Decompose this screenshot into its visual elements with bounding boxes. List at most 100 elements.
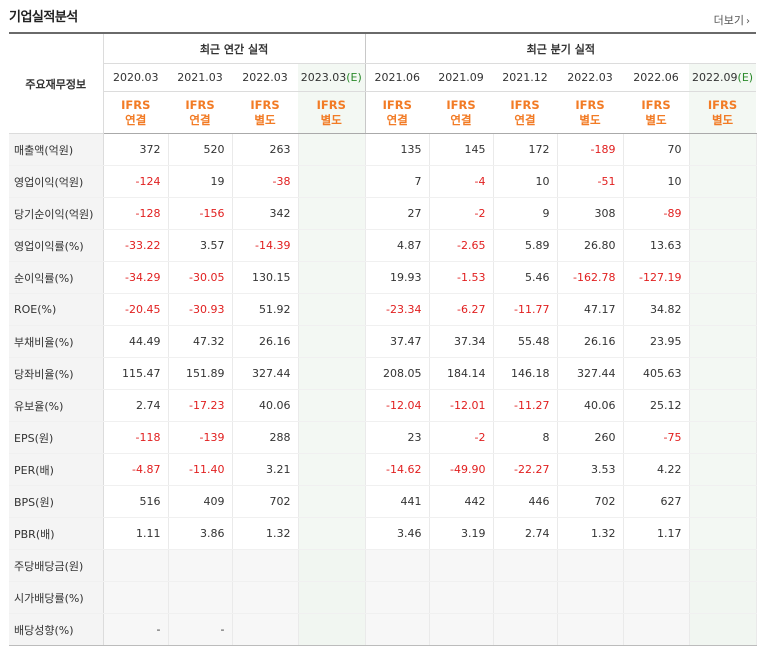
data-cell: 151.89 — [168, 357, 233, 390]
data-cell: 145 — [429, 133, 494, 166]
data-cell: -139 — [168, 421, 233, 454]
data-cell — [689, 165, 757, 198]
data-cell — [298, 485, 366, 518]
table-row: BPS(원) 516 409 702 441 442 446 702 627 — [9, 485, 757, 518]
consolidation-basis: 별도 — [254, 112, 276, 127]
accounting-standard-header: IFRS 별도 — [557, 91, 624, 134]
data-cell: -4.87 — [103, 453, 169, 486]
data-cell — [298, 325, 366, 358]
data-cell — [429, 581, 494, 614]
row-label: 주당배당금(원) — [9, 549, 104, 582]
data-cell: -4 — [429, 165, 494, 198]
row-label: PBR(배) — [9, 517, 104, 550]
data-cell — [298, 197, 366, 230]
table-row: PBR(배) 1.11 3.86 1.32 3.46 3.19 2.74 1.32 1.17 — [9, 517, 757, 550]
data-cell: 23 — [364, 421, 430, 454]
period-label: 2020.03 — [113, 71, 159, 84]
row-label: ROE(%) — [9, 293, 104, 326]
data-cell: 10 — [493, 165, 558, 198]
data-cell — [689, 261, 757, 294]
period-label: 2022.03 — [567, 71, 613, 84]
accounting-standard: IFRS — [510, 97, 540, 112]
data-cell: 1.17 — [623, 517, 690, 550]
accounting-standard-header: IFRS 별도 — [232, 91, 298, 134]
data-cell — [298, 613, 366, 646]
data-cell — [623, 549, 690, 582]
data-cell — [168, 549, 233, 582]
data-cell — [364, 549, 430, 582]
accounting-standard: IFRS — [575, 97, 605, 112]
accounting-standard: IFRS — [250, 97, 280, 112]
period-header: 2020.03 — [103, 63, 168, 92]
table-row: 배당성향(%) - - — [9, 613, 757, 646]
data-cell: 4.22 — [623, 453, 690, 486]
accounting-standard-header: IFRS 연결 — [493, 91, 558, 134]
data-cell: 115.47 — [103, 357, 169, 390]
data-cell — [298, 133, 366, 166]
period-label: 2021.12 — [502, 71, 548, 84]
chevron-right-icon: › — [746, 16, 750, 27]
data-cell: 3.19 — [429, 517, 494, 550]
period-label: 2021.03 — [177, 71, 223, 84]
accounting-standard-header: IFRS 연결 — [364, 91, 430, 134]
data-cell: 40.06 — [557, 389, 624, 422]
data-cell — [689, 581, 757, 614]
data-cell: 51.92 — [232, 293, 299, 326]
data-cell: -2 — [429, 421, 494, 454]
data-cell: -12.01 — [429, 389, 494, 422]
data-cell: 4.87 — [364, 229, 430, 262]
row-label: 배당성향(%) — [9, 613, 104, 646]
estimate-mark: (E) — [737, 71, 754, 84]
data-cell: 372 — [103, 133, 169, 166]
table-row: 당기순이익(억원) -128 -156 342 27 -2 9 308 -89 — [9, 197, 757, 230]
more-link[interactable]: 더보기 › — [714, 12, 750, 28]
data-cell: 13.63 — [623, 229, 690, 262]
data-cell: 308 — [557, 197, 624, 230]
accounting-standard: IFRS — [382, 97, 412, 112]
consolidation-basis: 연결 — [450, 112, 472, 127]
accounting-standard: IFRS — [707, 97, 738, 112]
data-cell — [298, 453, 366, 486]
row-label: 당좌비율(%) — [9, 357, 104, 390]
table-row: 영업이익(억원) -124 19 -38 7 -4 10 -51 10 — [9, 165, 757, 198]
data-cell: -118 — [103, 421, 169, 454]
period-label: 2022.03 — [242, 71, 288, 84]
data-cell: -17.23 — [168, 389, 233, 422]
data-cell — [232, 549, 299, 582]
data-cell — [689, 453, 757, 486]
data-cell: 3.86 — [168, 517, 233, 550]
annual-group-header: 최근 연간 실적 — [103, 32, 366, 64]
data-cell: -30.05 — [168, 261, 233, 294]
data-cell: 342 — [232, 197, 299, 230]
data-cell: -75 — [623, 421, 690, 454]
data-cell: 26.16 — [557, 325, 624, 358]
data-cell: 19 — [168, 165, 233, 198]
data-cell: 27 — [364, 197, 430, 230]
data-cell — [429, 549, 494, 582]
data-cell — [364, 613, 430, 646]
data-cell: 172 — [493, 133, 558, 166]
data-cell: 47.17 — [557, 293, 624, 326]
data-cell — [298, 165, 366, 198]
data-cell: -6.27 — [429, 293, 494, 326]
table-row: PER(배) -4.87 -11.40 3.21 -14.62 -49.90 -22.27 3… — [9, 453, 757, 486]
row-label: 영업이익(억원) — [9, 165, 104, 198]
accounting-standard-header: IFRS 별도 — [298, 91, 366, 134]
table-row: 매출액(억원) 372 520 263 135 145 172 -189 70 — [9, 133, 757, 166]
data-cell — [689, 517, 757, 550]
data-cell: 327.44 — [557, 357, 624, 390]
data-cell: -156 — [168, 197, 233, 230]
data-cell: 8 — [493, 421, 558, 454]
data-cell — [689, 293, 757, 326]
data-cell — [557, 613, 624, 646]
more-label: 더보기 — [713, 14, 744, 27]
data-cell: 405.63 — [623, 357, 690, 390]
data-cell: 44.49 — [103, 325, 169, 358]
quarterly-group-header: 최근 분기 실적 — [364, 32, 757, 64]
accounting-standard-header: IFRS 연결 — [168, 91, 232, 134]
data-cell: -23.34 — [364, 293, 430, 326]
data-cell: -128 — [103, 197, 169, 230]
data-cell: 442 — [429, 485, 494, 518]
data-cell — [103, 581, 169, 614]
data-cell: 19.93 — [364, 261, 430, 294]
